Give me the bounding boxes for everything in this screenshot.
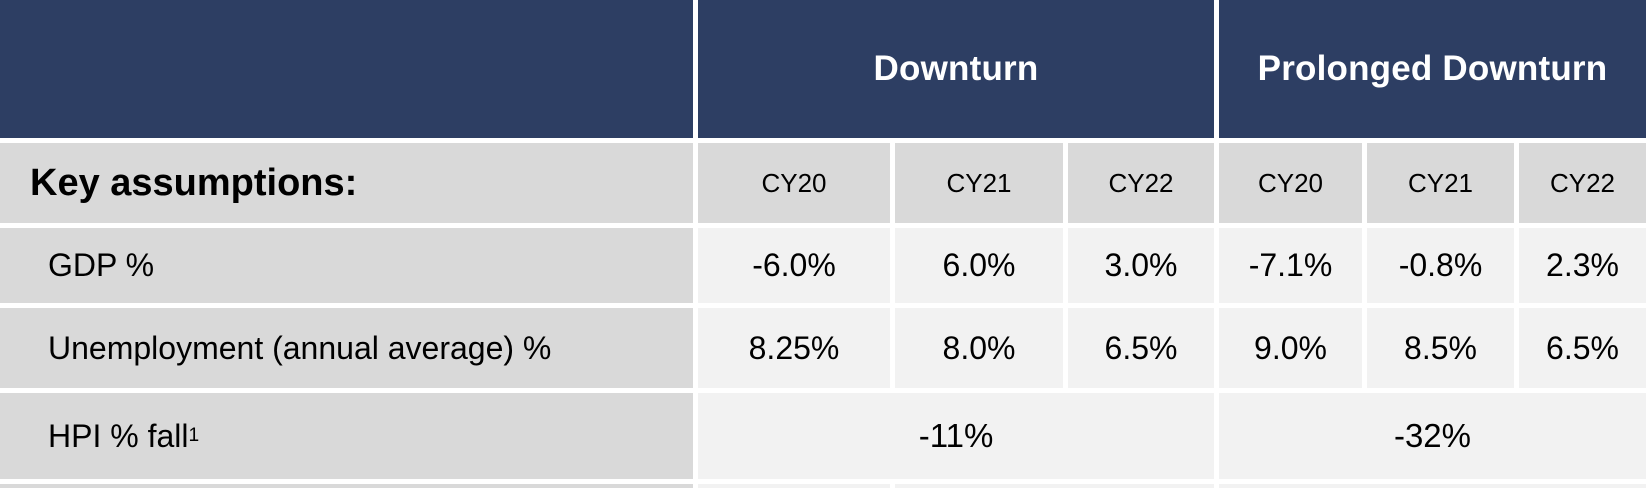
- value-cell: -0.8%: [1367, 228, 1514, 303]
- row-label-unemployment: Unemployment (annual average) %: [0, 308, 693, 388]
- merged-value-cell-downturn: -11%: [698, 393, 1214, 479]
- partial-row-cell: [698, 484, 890, 488]
- value-cell: 3.0%: [1068, 228, 1214, 303]
- partial-row-cell: [1219, 484, 1646, 488]
- partial-row-cell: [0, 484, 693, 488]
- year-header-cell: CY22: [1519, 143, 1646, 223]
- value-cell: 6.5%: [1068, 308, 1214, 388]
- value-cell: 9.0%: [1219, 308, 1362, 388]
- group-header-downturn: Downturn: [698, 0, 1214, 138]
- value-cell: 8.0%: [895, 308, 1063, 388]
- year-header-cell: CY21: [1367, 143, 1514, 223]
- value-cell: -7.1%: [1219, 228, 1362, 303]
- hpi-label-text: HPI % fall: [48, 417, 189, 454]
- value-cell: 8.25%: [698, 308, 890, 388]
- year-header-cell: CY20: [1219, 143, 1362, 223]
- row-label-hpi: HPI % fall 1: [0, 393, 693, 479]
- year-header-cell: CY21: [895, 143, 1063, 223]
- value-cell: 2.3%: [1519, 228, 1646, 303]
- year-header-cell: CY22: [1068, 143, 1214, 223]
- merged-value-cell-prolonged: -32%: [1219, 393, 1646, 479]
- key-assumptions-label: Key assumptions:: [0, 143, 693, 223]
- value-cell: 6.5%: [1519, 308, 1646, 388]
- value-cell: -6.0%: [698, 228, 890, 303]
- corner-blank-cell: [0, 0, 693, 138]
- year-header-cell: CY20: [698, 143, 890, 223]
- row-label-gdp: GDP %: [0, 228, 693, 303]
- partial-row-cell: [895, 484, 1214, 488]
- group-header-prolonged-downturn: Prolonged Downturn: [1219, 0, 1646, 138]
- value-cell: 8.5%: [1367, 308, 1514, 388]
- value-cell: 6.0%: [895, 228, 1063, 303]
